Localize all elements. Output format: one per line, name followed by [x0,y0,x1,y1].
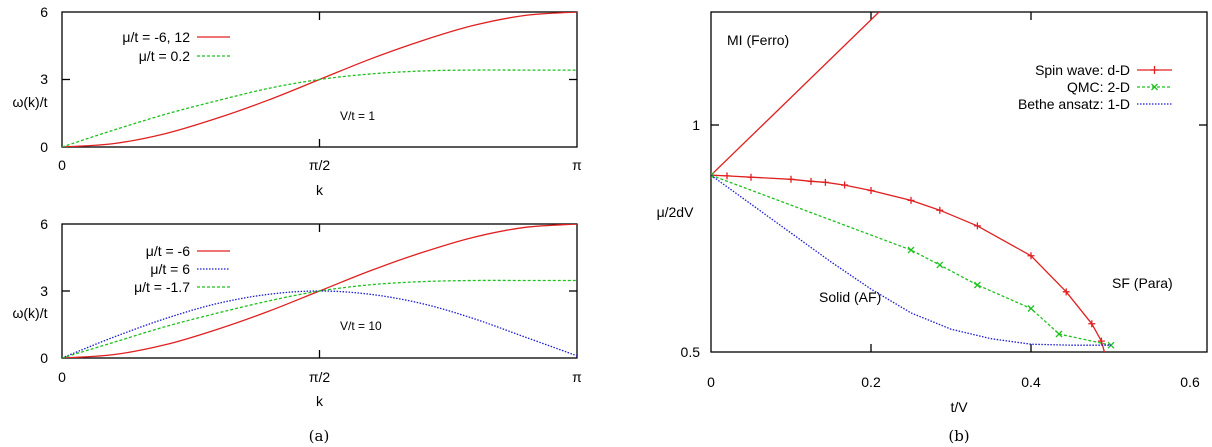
data-point [867,187,875,194]
series-line [62,69,577,147]
y-axis-label: ω(k)/t [12,94,47,110]
plot-frame [710,11,1208,353]
legend-marker [1150,66,1159,74]
x-tick-label: 0 [58,369,66,385]
x-tick-label: 0.6 [1180,374,1200,390]
y-axis-label: ω(k)/t [12,305,47,321]
data-point [1055,330,1063,338]
annotation-vt: V/t = 10 [340,319,382,333]
data-point [1027,252,1035,260]
x-axis-label: t/V [950,399,968,415]
y-tick-label: 0 [40,139,48,155]
region-label-sf: SF (Para) [1112,275,1173,291]
data-point [1027,305,1035,312]
data-point [1062,288,1070,296]
region-label-mi: MI (Ferro) [727,32,789,48]
series-line [711,174,1111,346]
series-line [62,290,577,358]
legend: μ/t = -6, 12 μ/t = 0.2 [122,29,230,64]
y-tick-marks [62,224,577,358]
annotation-vt: V/t = 1 [340,109,375,123]
legend: Spin wave: d-D QMC: 2-D Bethe ansatz: 1-… [1018,62,1172,112]
data-point [841,181,849,189]
y-tick-label: 1 [692,117,700,133]
caption-b: (b) [948,427,969,445]
panel-b: 1 0.5 0 0.2 0.4 0.6 t/V μ/2dV MI (Ferro)… [657,11,1208,415]
y-tick-label: 0 [40,350,48,366]
legend-label: QMC: 2-D [1067,79,1130,95]
series-line [62,279,577,358]
legend-marker [1151,83,1158,91]
data-point [973,222,981,230]
data-point [821,178,829,186]
legend-label: μ/t = -6 [146,243,190,259]
data-point [711,171,715,179]
legend-label: Bethe ansatz: 1-D [1018,96,1130,112]
y-tick-label: 6 [40,216,48,232]
x-axis-label: k [316,393,324,409]
panel-a-top: 6 3 0 0 π/2 π k ω(k)/t V/t = 1 μ/t = -6,… [12,4,582,198]
x-axis-label: k [316,182,324,198]
tick-marks [711,12,1207,352]
legend-label: μ/t = -1.7 [134,279,190,295]
data-point [1105,366,1112,373]
region-label-solid: Solid (AF) [819,289,881,305]
y-tick-marks [62,12,577,147]
legend-label: μ/t = -6, 12 [122,29,190,45]
data-point [973,281,981,289]
x-tick-label: 0 [58,157,66,173]
x-tick-label: 0 [707,374,715,390]
series-line [711,174,1106,352]
x-tick-label: π/2 [309,157,331,173]
data-point [1097,337,1105,345]
data-point [723,172,731,180]
y-tick-label: 3 [40,71,48,87]
x-tick-label: π [572,157,582,173]
data-point [907,246,915,254]
data-point [807,177,815,185]
legend-label: Spin wave: d-D [1035,62,1130,78]
legend-label: μ/t = 6 [150,261,190,277]
data-point [711,171,715,179]
data-point [936,206,944,214]
legend-label: μ/t = 0.2 [139,48,190,64]
data-point [787,175,795,183]
x-tick-label: 0.4 [1021,374,1041,390]
y-tick-label: 0.5 [681,344,701,360]
data-point [747,173,755,181]
data-point [907,196,915,204]
y-axis-label: μ/2dV [657,204,695,220]
caption-a: (a) [309,427,330,445]
x-tick-label: 0.2 [861,374,881,390]
data-point [936,261,944,269]
x-tick-label: π/2 [309,369,331,385]
x-tick-label: π [572,369,582,385]
panel-a-bottom: 6 3 0 0 π/2 π k ω(k)/t V/t = 10 μ/t = -6… [12,216,582,409]
data-point [1088,320,1096,328]
y-tick-label: 3 [40,283,48,299]
legend: μ/t = -6 μ/t = 6 μ/t = -1.7 [134,243,230,295]
series-line [711,12,880,176]
data-point [1103,355,1110,362]
y-tick-label: 6 [40,4,48,20]
